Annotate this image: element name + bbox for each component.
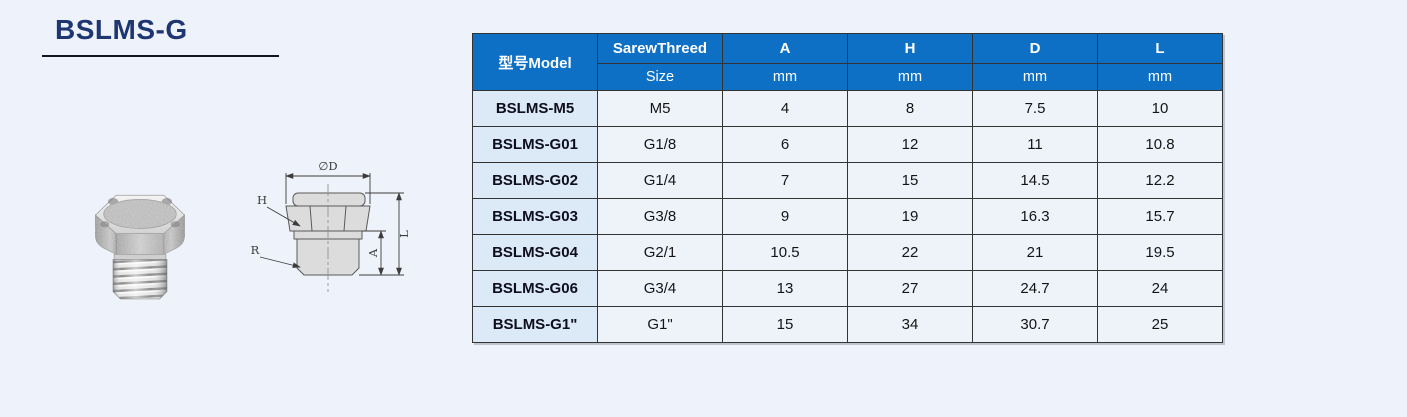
spec-table: 型号Model SarewThreed A H D L Size mm mm m… [472,33,1223,343]
dim-label-hex-height: H [257,193,267,207]
page-title: BSLMS-G [55,14,188,45]
product-photo [94,194,186,300]
d-cell: 24.7 [972,270,1098,307]
header-size: Size [597,63,723,91]
table-row: BSLMS-G1" G1" 15 34 30.7 25 [472,306,1223,343]
h-cell: 15 [847,162,973,199]
header-l-unit: mm [1097,63,1223,91]
size-cell: M5 [597,90,723,127]
d-cell: 7.5 [972,90,1098,127]
header-h: H [847,33,973,64]
size-cell: G2/1 [597,234,723,271]
d-cell: 30.7 [972,306,1098,343]
header-h-unit: mm [847,63,973,91]
header-l: L [1097,33,1223,64]
h-cell: 8 [847,90,973,127]
technical-drawing: ∅D H R A L [251,159,411,292]
model-cell: BSLMS-M5 [472,90,598,127]
header-model: 型号Model [472,33,598,91]
header-a: A [722,33,848,64]
l-cell: 15.7 [1097,198,1223,235]
dim-label-a: A [366,248,380,258]
l-cell: 24 [1097,270,1223,307]
h-cell: 34 [847,306,973,343]
header-a-unit: mm [722,63,848,91]
header-screwthread: SarewThreed [597,33,723,64]
l-cell: 12.2 [1097,162,1223,199]
d-cell: 16.3 [972,198,1098,235]
d-cell: 21 [972,234,1098,271]
dim-label-l: L [397,230,411,238]
l-cell: 25 [1097,306,1223,343]
a-cell: 13 [722,270,848,307]
a-cell: 4 [722,90,848,127]
model-cell: BSLMS-G1" [472,306,598,343]
table-row: BSLMS-G02 G1/4 7 15 14.5 12.2 [472,162,1223,199]
d-cell: 14.5 [972,162,1098,199]
h-cell: 27 [847,270,973,307]
header-d-unit: mm [972,63,1098,91]
d-cell: 11 [972,126,1098,163]
h-cell: 12 [847,126,973,163]
table-row: BSLMS-M5 M5 4 8 7.5 10 [472,90,1223,127]
model-cell: BSLMS-G03 [472,198,598,235]
sintered-disc [103,199,177,229]
table-row: BSLMS-G04 G2/1 10.5 22 21 19.5 [472,234,1223,271]
drawing-cap [292,192,366,207]
table-row: BSLMS-G03 G3/8 9 19 16.3 15.7 [472,198,1223,235]
a-cell: 10.5 [722,234,848,271]
l-cell: 19.5 [1097,234,1223,271]
size-cell: G1/8 [597,126,723,163]
model-cell: BSLMS-G04 [472,234,598,271]
size-cell: G3/4 [597,270,723,307]
dim-label-diameter: ∅D [318,159,337,173]
a-cell: 6 [722,126,848,163]
spec-table-header: 型号Model SarewThreed A H D L Size mm mm m… [472,33,1223,91]
a-cell: 9 [722,198,848,235]
a-cell: 7 [722,162,848,199]
size-cell: G3/8 [597,198,723,235]
corner-shadow [170,221,180,228]
table-row: BSLMS-G06 G3/4 13 27 24.7 24 [472,270,1223,307]
thread-shading [113,259,167,299]
model-cell: BSLMS-G06 [472,270,598,307]
l-cell: 10 [1097,90,1223,127]
size-cell: G1/4 [597,162,723,199]
h-cell: 22 [847,234,973,271]
title-underline [42,55,279,57]
collar [113,254,167,260]
h-cell: 19 [847,198,973,235]
model-cell: BSLMS-G02 [472,162,598,199]
table-row: BSLMS-G01 G1/8 6 12 11 10.8 [472,126,1223,163]
dim-label-thread: R [251,243,260,257]
model-cell: BSLMS-G01 [472,126,598,163]
header-d: D [972,33,1098,64]
hex-head [95,214,185,255]
corner-shadow [100,221,110,228]
l-cell: 10.8 [1097,126,1223,163]
a-cell: 15 [722,306,848,343]
size-cell: G1" [597,306,723,343]
